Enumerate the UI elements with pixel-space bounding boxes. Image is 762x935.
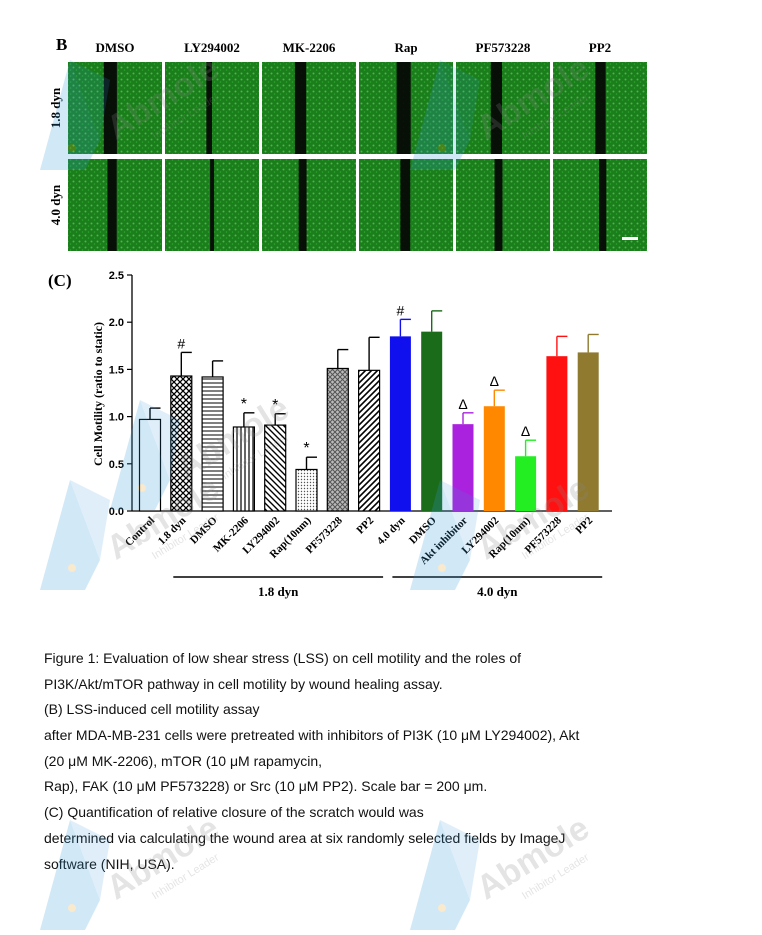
caption-line: PI3K/Akt/mTOR pathway in cell motility b… [44,675,443,692]
panel-b-label: B [56,35,67,54]
scale-bar [622,237,638,240]
y-tick-label: 0.0 [109,506,124,518]
x-tick-label: PP2 [354,514,376,536]
x-tick-label: PP2 [573,514,595,536]
micrograph-tile [68,159,162,251]
bar-group: # [389,302,411,511]
bar [358,369,381,512]
bar-group: Δ [483,373,505,511]
column-label: MK-2206 [283,40,336,55]
column-label: PP2 [589,40,611,55]
significance-marker: Δ [458,396,467,412]
micrograph-tile [262,62,356,154]
bar-group: Δ [515,423,537,511]
column-label: DMSO [96,40,135,55]
bar [138,418,162,512]
bar-group: # [170,335,193,512]
micrograph-tile [68,62,162,154]
x-tick-label: 4.0 dyn [375,515,408,548]
bar-group [546,335,568,511]
bar [264,424,287,512]
micrograph-tile [456,62,550,154]
bar [232,426,255,512]
micrograph-tile [165,62,259,154]
bar-group: * [232,396,255,512]
bar [515,456,537,511]
column-label: Rap [394,40,417,55]
bar [389,336,411,511]
bar-group: * [295,440,318,512]
caption-line: (B) LSS-induced cell motility assay [44,701,260,718]
x-tick-label: 1.8 dyn [156,515,189,548]
caption-line: Figure 1: Evaluation of low shear stress… [44,650,521,666]
y-tick-label: 1.0 [109,412,124,424]
y-tick-label: 2.0 [109,317,124,329]
bar [546,356,568,511]
bar [326,367,349,512]
column-label: PF573228 [476,40,531,55]
significance-marker: * [241,396,247,413]
bar [483,406,505,511]
significance-marker: # [397,302,405,318]
micrograph-tile [165,159,259,251]
micrograph-tile [553,159,647,251]
bar [295,468,318,512]
bar-group [326,348,349,512]
bar-group: * [264,397,287,512]
y-tick-label: 2.5 [109,270,124,282]
panel-b-micrographs: B DMSO LY294002 MK-2206 Rap PF573228 PP2 1.8 … [48,35,647,251]
bar-group [201,360,224,512]
micrograph-tile [553,62,647,154]
caption-line: (20 μM MK-2206), mTOR (10 μM rapamycin, [44,752,323,769]
x-tick-label: Control [123,515,157,549]
row-label: 1.8 dyn [48,87,63,128]
significance-marker: # [177,335,185,351]
caption-line: software (NIH, USA). [44,855,175,872]
panel-c-label: (C) [48,271,72,290]
figure-caption: Figure 1: Evaluation of low shear stress… [44,646,744,877]
bar-group: Δ [452,396,474,511]
bar [170,375,193,512]
bar [452,424,474,511]
micrograph-tile [359,62,453,154]
micrograph-tile [359,159,453,251]
bar-group [577,333,599,511]
group-label: 1.8 dyn [258,584,299,599]
bar [421,331,443,511]
bar [577,352,599,511]
panel-c-bar-chart: (C) Cell Motility (ratio to static) 0.0 0… [48,270,612,599]
significance-marker: * [303,440,309,457]
caption-line: Rap), FAK (10 μM PF573228) or Src (10 μM… [44,778,488,795]
significance-marker: * [272,397,278,414]
column-label: LY294002 [184,40,240,55]
micrograph-tile [456,159,550,251]
caption-line: after MDA-MB-231 cells were pretreated w… [44,727,580,744]
y-tick-label: 1.5 [109,364,124,376]
row-label: 4.0 dyn [48,184,63,225]
bar-group [421,310,443,511]
y-tick-label: 0.5 [109,459,124,471]
y-axis-label: Cell Motility (ratio to static) [91,322,105,466]
micrograph-tile [262,159,356,251]
caption-line: determined via calculating the wound are… [44,829,566,846]
bar-group [358,336,381,512]
caption-line: (C) Quantification of relative closure o… [44,804,424,821]
bar-group [138,407,162,512]
group-label: 4.0 dyn [477,584,518,599]
significance-marker: Δ [521,423,530,439]
bar [201,376,224,512]
significance-marker: Δ [490,373,499,389]
